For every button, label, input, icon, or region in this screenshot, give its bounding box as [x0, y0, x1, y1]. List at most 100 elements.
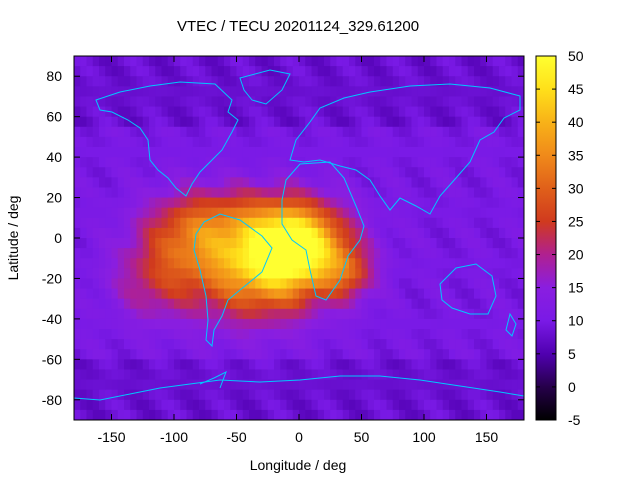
heatmap-cell — [480, 116, 488, 128]
heatmap-cell — [136, 187, 144, 199]
heatmap-cell — [499, 268, 506, 280]
heatmap-cell — [180, 167, 188, 178]
heatmap-cell — [330, 248, 338, 259]
heatmap-cell — [224, 177, 231, 189]
heatmap-cell — [86, 136, 94, 148]
heatmap-cell — [486, 66, 494, 77]
y-tick-label: -40 — [42, 311, 62, 327]
heatmap-cell — [80, 298, 88, 310]
heatmap-cell — [374, 76, 381, 87]
heatmap-cell — [317, 197, 325, 209]
heatmap-cell — [361, 136, 369, 148]
heatmap-cell — [280, 369, 288, 381]
heatmap-cell — [517, 187, 524, 199]
heatmap-cell — [461, 197, 469, 209]
heatmap-cell — [355, 167, 363, 178]
heatmap-cell — [186, 207, 194, 219]
heatmap-cell — [117, 126, 125, 138]
heatmap-cell — [317, 248, 325, 259]
heatmap-cell — [255, 329, 263, 340]
heatmap-cell — [355, 349, 363, 360]
heatmap-cell — [405, 399, 413, 411]
heatmap-cell — [305, 136, 313, 148]
heatmap-cell — [192, 76, 200, 87]
heatmap-cell — [424, 308, 431, 320]
heatmap-cell — [386, 227, 394, 239]
heatmap-cell — [211, 399, 219, 411]
heatmap-cell — [511, 106, 519, 118]
heatmap-cell — [199, 278, 206, 290]
heatmap-cell — [117, 56, 125, 67]
heatmap-cell — [280, 258, 288, 269]
heatmap-cell — [274, 238, 281, 249]
heatmap-cell — [317, 359, 325, 371]
heatmap-cell — [417, 258, 425, 269]
heatmap-cell — [386, 339, 394, 350]
heatmap-cell — [292, 349, 300, 360]
heatmap-cell — [442, 86, 450, 98]
heatmap-cell — [349, 66, 356, 77]
heatmap-cell — [99, 76, 106, 87]
heatmap-cell — [124, 258, 131, 269]
heatmap-cell — [430, 116, 438, 128]
heatmap-cell — [105, 329, 113, 340]
heatmap-cell — [199, 258, 206, 269]
heatmap-cell — [367, 339, 375, 350]
heatmap-cell — [230, 298, 238, 310]
heatmap-cell — [217, 258, 225, 269]
heatmap-cell — [92, 359, 100, 371]
coastline-antarctic-peninsula — [199, 370, 227, 389]
heatmap-cell — [511, 248, 519, 259]
heatmap-cell — [330, 147, 338, 158]
heatmap-cell — [436, 66, 444, 77]
heatmap-cell — [486, 76, 494, 87]
heatmap-cell — [311, 369, 319, 381]
heatmap-cell — [317, 268, 325, 280]
heatmap-cell — [199, 359, 206, 371]
heatmap-cell — [374, 106, 381, 118]
heatmap-cell — [230, 187, 238, 199]
heatmap-cell — [367, 278, 375, 290]
heatmap-cell — [411, 197, 419, 209]
heatmap-cell — [374, 288, 381, 300]
heatmap-cell — [274, 288, 281, 300]
heatmap-cell — [392, 76, 400, 87]
heatmap-cell — [255, 258, 263, 269]
heatmap-cell — [324, 308, 331, 320]
heatmap-cell — [261, 56, 269, 67]
heatmap-cell — [442, 399, 450, 411]
heatmap-cell — [330, 288, 338, 300]
heatmap-cell — [186, 339, 194, 350]
heatmap-cell — [367, 389, 375, 401]
heatmap-cell — [186, 227, 194, 239]
heatmap-cell — [411, 379, 419, 391]
heatmap-cell — [361, 258, 369, 269]
heatmap-cell — [242, 187, 250, 199]
heatmap-cell — [317, 106, 325, 118]
heatmap-cell — [99, 308, 106, 320]
heatmap-cell — [174, 126, 181, 138]
coastline-greenland — [239, 69, 291, 105]
heatmap-cell — [167, 227, 175, 239]
heatmap-cell — [342, 329, 350, 340]
heatmap-cell — [161, 339, 169, 350]
heatmap-cell — [292, 308, 300, 320]
heatmap-cell — [411, 227, 419, 239]
heatmap-cell — [386, 349, 394, 360]
heatmap-cell — [74, 409, 81, 420]
heatmap-cell — [505, 76, 513, 87]
heatmap-cell — [149, 288, 156, 300]
heatmap-cell — [161, 106, 169, 118]
heatmap-cell — [124, 106, 131, 118]
heatmap-cell — [292, 258, 300, 269]
heatmap-cell — [361, 86, 369, 98]
heatmap-cell — [267, 96, 275, 108]
heatmap-cell — [386, 288, 394, 300]
heatmap-cell — [474, 66, 481, 77]
heatmap-cell — [361, 227, 369, 239]
heatmap-cell — [292, 147, 300, 158]
heatmap-cell — [255, 278, 263, 290]
heatmap-cell — [149, 339, 156, 350]
heatmap-cell — [230, 56, 238, 67]
heatmap-cell — [505, 86, 513, 98]
